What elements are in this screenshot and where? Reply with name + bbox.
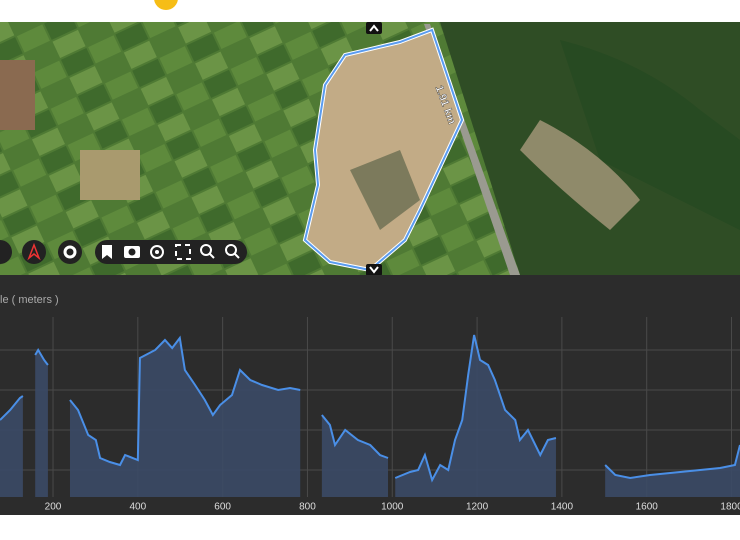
x-tick-label: 1600 [636, 502, 659, 513]
toolbar[interactable] [0, 240, 247, 264]
x-tick-label: 1800 [720, 502, 740, 513]
top-bar [0, 0, 740, 22]
area-fill [321, 415, 389, 497]
x-tick-label: 1400 [551, 502, 574, 513]
area-fill [0, 396, 23, 497]
elevation-line [604, 444, 740, 480]
collapse-down[interactable] [366, 264, 382, 276]
area-fill [69, 338, 301, 497]
area-fill [605, 445, 740, 497]
x-tick-label: 200 [45, 502, 62, 513]
elevation-line [0, 395, 24, 421]
elevation-line [394, 334, 557, 483]
collapse-up[interactable] [366, 22, 382, 34]
elevation-line [69, 335, 301, 467]
elevation-line [34, 348, 49, 366]
x-tick-label: 1200 [466, 502, 489, 513]
x-tick-label: 400 [129, 502, 146, 513]
x-tick-label: 800 [299, 502, 316, 513]
x-tick-label: 600 [214, 502, 231, 513]
x-tick-label: 1000 [381, 502, 404, 513]
area-fill [35, 350, 48, 497]
area-fill [395, 335, 556, 497]
elevation-line [321, 414, 389, 459]
logo [154, 0, 178, 10]
map[interactable]: 1.91 km [0, 22, 740, 275]
chart-title: le ( meters ) [0, 294, 59, 306]
